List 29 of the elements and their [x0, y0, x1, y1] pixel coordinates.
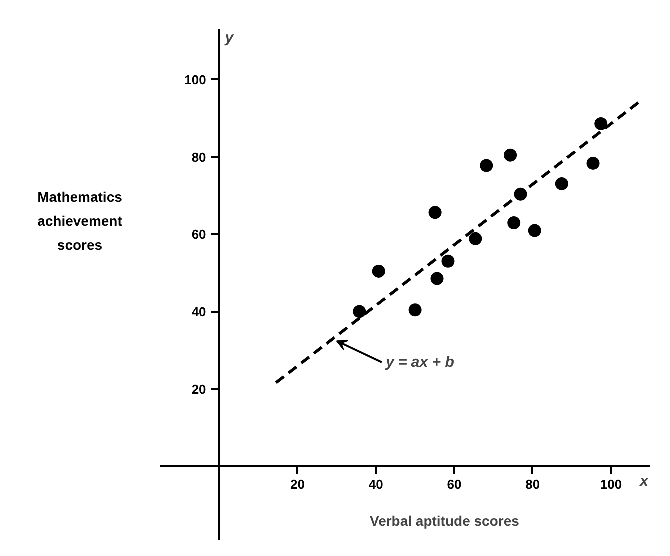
point — [480, 159, 494, 172]
y-tick-label: 60 — [192, 227, 206, 242]
point — [508, 216, 521, 230]
y-tick-label: 20 — [192, 382, 206, 398]
x-tick-label: 40 — [368, 476, 384, 492]
y-tick-label: 40 — [192, 304, 206, 320]
point — [408, 304, 422, 317]
annotation: x — [639, 472, 650, 490]
x-tick-label: 100 — [600, 476, 622, 492]
y-axis-title: Mathematics achievement scores — [38, 188, 122, 255]
point — [594, 117, 608, 130]
x-tick-label: 20 — [290, 476, 305, 492]
y-tick-label: 100 — [184, 72, 206, 88]
point — [428, 206, 442, 220]
x-tick-label: 60 — [447, 476, 462, 492]
point — [430, 272, 444, 286]
x-tick-label: 80 — [526, 476, 540, 492]
x-axis-title: Verbal aptitude scores — [370, 513, 520, 530]
annotation: y = ax + b — [384, 354, 454, 371]
point — [372, 264, 386, 278]
point — [528, 224, 542, 238]
point — [504, 148, 518, 162]
point — [555, 177, 568, 190]
point — [469, 232, 482, 246]
y-tick-label: 80 — [192, 150, 206, 165]
point — [586, 156, 600, 170]
point — [442, 254, 455, 268]
annotation: y — [224, 30, 234, 46]
point — [353, 305, 366, 318]
